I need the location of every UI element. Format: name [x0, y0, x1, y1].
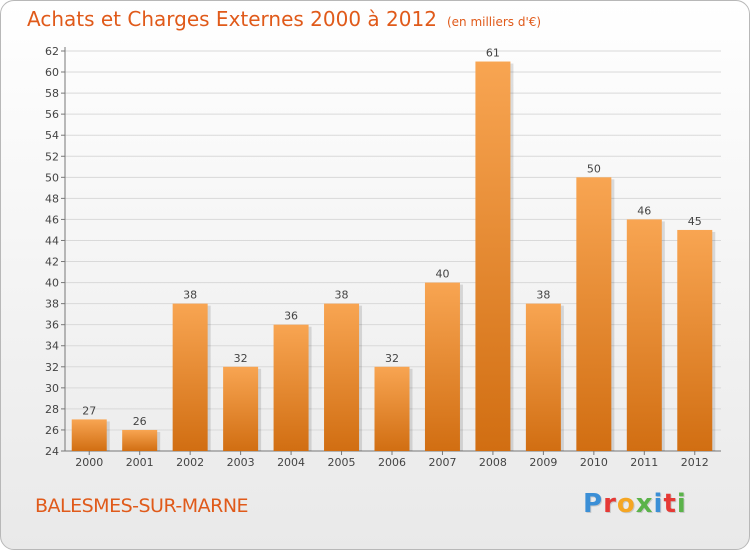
- data-label: 45: [688, 215, 702, 228]
- y-tick-label: 28: [45, 403, 59, 416]
- title-text: Achats et Charges Externes 2000 à 2012: [27, 7, 437, 31]
- y-tick-label: 50: [45, 171, 59, 184]
- y-tick-label: 46: [45, 213, 59, 226]
- data-label: 61: [486, 47, 500, 60]
- data-label: 46: [637, 204, 651, 217]
- x-tick-label: 2000: [75, 456, 103, 469]
- bar: [273, 324, 309, 451]
- y-tick-label: 26: [45, 424, 59, 437]
- data-label: 38: [536, 289, 550, 302]
- data-label: 38: [183, 289, 197, 302]
- bars: [71, 61, 716, 452]
- chart-subtitle: (en milliers d'€): [446, 15, 542, 29]
- logo-letter: r: [603, 489, 617, 519]
- y-tick-label: 44: [45, 234, 59, 247]
- logo-letter: i: [653, 489, 664, 519]
- y-tick-label: 40: [45, 277, 59, 290]
- data-label: 38: [335, 289, 349, 302]
- x-tick-label: 2007: [428, 456, 456, 469]
- y-tick-label: 34: [45, 340, 59, 353]
- y-tick-label: 32: [45, 361, 59, 374]
- bar: [677, 229, 713, 451]
- x-tick-label: 2010: [580, 456, 608, 469]
- logo-letter: t: [663, 489, 677, 519]
- data-label: 26: [133, 415, 147, 428]
- y-tick-label: 42: [45, 256, 59, 269]
- chart-title: Achats et Charges Externes 2000 à 2012 (e…: [27, 7, 541, 31]
- x-tick-label: 2011: [630, 456, 658, 469]
- data-label: 32: [385, 352, 399, 365]
- bar: [122, 429, 158, 451]
- y-tick-label: 36: [45, 319, 59, 332]
- y-tick-label: 60: [45, 66, 59, 79]
- bar: [172, 303, 208, 451]
- logo-letter: x: [635, 489, 654, 519]
- x-tick-label: 2002: [176, 456, 204, 469]
- logo-letter: P: [583, 489, 604, 519]
- bar: [324, 303, 360, 451]
- bar: [223, 366, 259, 451]
- labels: 24 26 28 30 32 34 36 38 40 42 44 46 48 50 52 54 56 58 60 62…: [45, 45, 709, 469]
- y-tick-label: 62: [45, 45, 59, 58]
- x-tick-label: 2009: [529, 456, 557, 469]
- bar: [71, 419, 107, 451]
- bar: [475, 61, 511, 452]
- y-tick-label: 52: [45, 150, 59, 163]
- bar: [626, 219, 662, 451]
- y-tick-label: 38: [45, 298, 59, 311]
- commune-name: BALESMES-SUR-MARNE: [35, 495, 249, 517]
- data-label: 32: [234, 352, 248, 365]
- x-tick-label: 2004: [277, 456, 305, 469]
- data-label: 50: [587, 162, 601, 175]
- x-tick-label: 2008: [479, 456, 507, 469]
- data-label: 36: [284, 310, 298, 323]
- proxiti-logo[interactable]: Proxiti: [583, 489, 687, 519]
- logo-letter: i: [676, 489, 687, 519]
- bar: [424, 282, 460, 451]
- bar: [525, 303, 561, 451]
- y-tick-label: 24: [45, 445, 59, 458]
- y-tick-label: 30: [45, 382, 59, 395]
- x-tick-label: 2006: [378, 456, 406, 469]
- x-tick-label: 2001: [126, 456, 154, 469]
- y-tick-label: 48: [45, 192, 59, 205]
- x-tick-label: 2005: [328, 456, 356, 469]
- logo-letter: o: [616, 489, 636, 519]
- y-tick-label: 56: [45, 108, 59, 121]
- bar: [374, 366, 410, 451]
- data-label: 27: [82, 404, 96, 417]
- y-tick-label: 54: [45, 129, 59, 142]
- data-label: 40: [435, 268, 449, 281]
- x-tick-label: 2012: [681, 456, 709, 469]
- y-tick-label: 58: [45, 87, 59, 100]
- bar: [576, 177, 612, 451]
- x-tick-label: 2003: [227, 456, 255, 469]
